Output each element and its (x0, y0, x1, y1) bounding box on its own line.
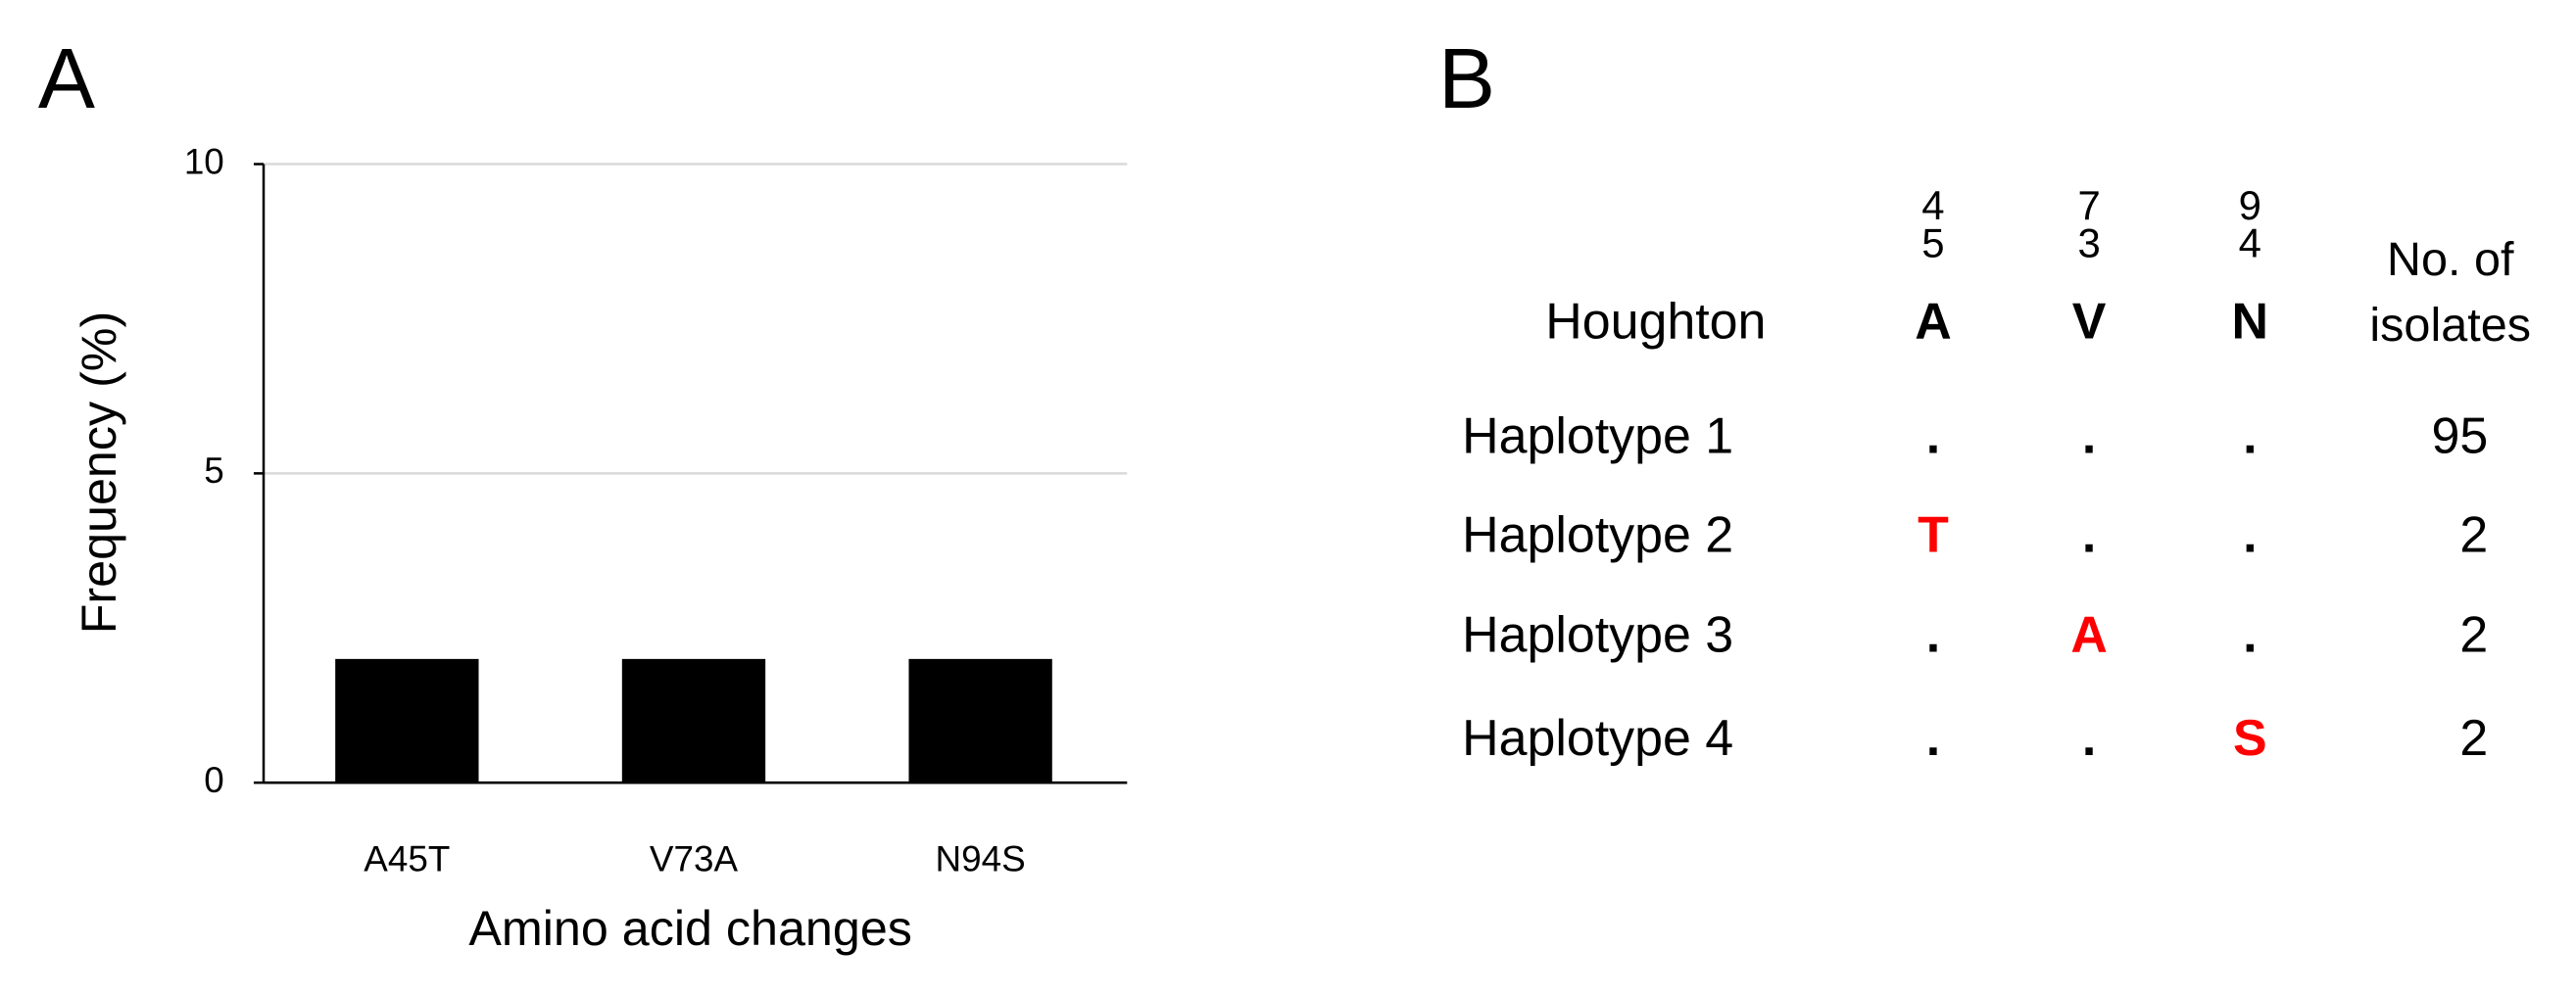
position-digit: 4 (2239, 219, 2261, 265)
panel-label: B (1438, 31, 1495, 126)
reference-residue: A (1915, 293, 1951, 350)
isolate-count: 95 (2431, 408, 2488, 465)
bar (908, 658, 1052, 783)
panel-label: A (38, 31, 95, 126)
position-digit: 5 (1921, 219, 1944, 265)
conserved-residue: . (2243, 606, 2257, 663)
reference-name: Houghton (1545, 293, 1766, 350)
reference-residue: N (2232, 293, 2269, 350)
haplotype-name: Haplotype 2 (1462, 506, 1733, 563)
reference-residue: V (2072, 293, 2107, 350)
conserved-residue: . (1926, 710, 1940, 767)
x-tick-label: A45T (364, 838, 450, 878)
y-tick-label: 0 (204, 760, 224, 800)
position-digit: 7 (2077, 182, 2100, 228)
count-header: isolates (2369, 299, 2531, 352)
y-tick-label: 10 (184, 141, 224, 181)
y-tick-label: 5 (204, 451, 224, 491)
mutation-residue: T (1918, 506, 1949, 563)
haplotype-name: Haplotype 1 (1462, 408, 1733, 465)
position-digit: 9 (2239, 182, 2261, 228)
conserved-residue: . (1926, 606, 1940, 663)
conserved-residue: . (2082, 710, 2096, 767)
isolate-count: 2 (2459, 710, 2488, 767)
mutation-residue: S (2233, 710, 2267, 767)
bar (335, 658, 479, 783)
conserved-residue: . (2243, 506, 2257, 563)
conserved-residue: . (2243, 408, 2257, 465)
count-header: No. of (2387, 233, 2514, 286)
haplotype-name: Haplotype 3 (1462, 606, 1733, 663)
isolate-count: 2 (2459, 606, 2488, 663)
conserved-residue: . (2082, 506, 2096, 563)
isolate-count: 2 (2459, 506, 2488, 563)
x-axis-label: Amino acid changes (468, 901, 912, 956)
mutation-residue: A (2070, 606, 2107, 663)
bar (621, 658, 766, 783)
position-digit: 4 (1921, 182, 1944, 228)
x-tick-label: V73A (650, 838, 739, 878)
conserved-residue: . (1926, 408, 1940, 465)
y-axis-label: Frequency (%) (72, 311, 126, 635)
position-digit: 3 (2077, 219, 2100, 265)
conserved-residue: . (2082, 408, 2096, 465)
x-tick-label: N94S (936, 838, 1026, 878)
haplotype-name: Haplotype 4 (1462, 710, 1733, 767)
